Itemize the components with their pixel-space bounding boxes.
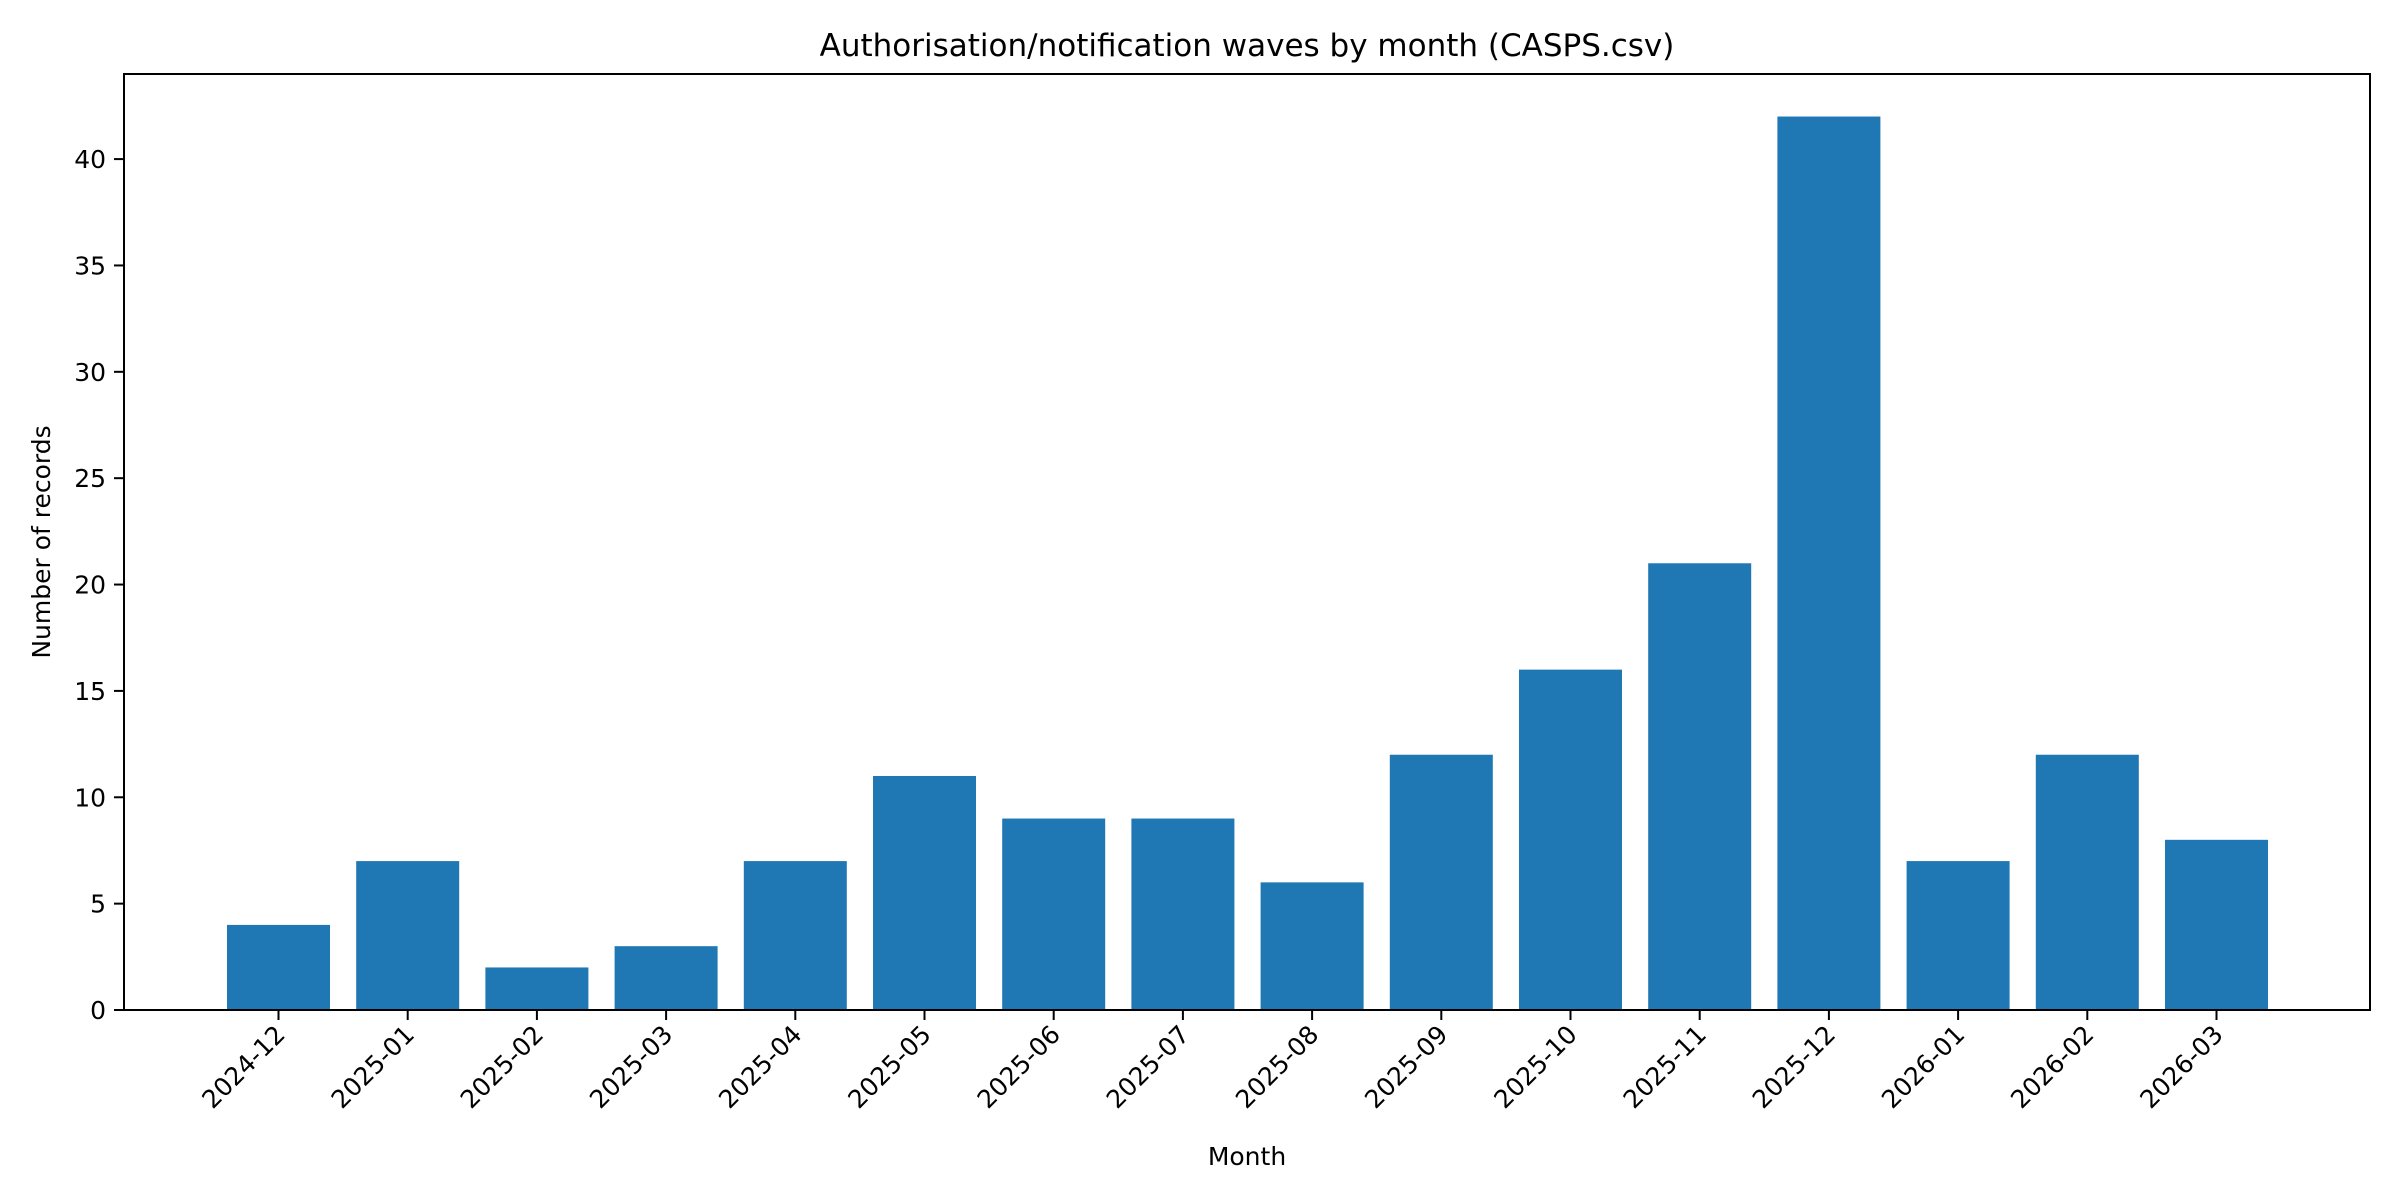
x-tick-label: 2025-01 [326,1020,420,1114]
bar-2025-12 [1777,116,1881,1010]
bar-2025-01 [356,861,460,1010]
y-tick-label: 25 [74,464,106,493]
x-tick-label: 2025-09 [1359,1020,1453,1114]
x-axis: 2024-12 2025-01 2025-02 2025-03 2025-04 2025-… [196,1010,2229,1114]
x-tick-label: 2025-07 [1101,1020,1195,1114]
bar-2025-11 [1648,563,1752,1010]
bar-2025-03 [614,946,718,1010]
y-tick-label: 5 [90,890,106,919]
y-tick-label: 10 [74,783,106,812]
bar-2025-08 [1260,882,1364,1010]
y-tick-label: 15 [74,677,106,706]
bar-2025-02 [485,967,589,1010]
bar-2025-04 [743,861,847,1010]
y-tick-label: 0 [90,996,106,1025]
bar-2025-10 [1519,669,1622,1010]
x-tick-label: 2026-03 [2134,1020,2228,1114]
y-tick-label: 20 [74,571,106,600]
y-axis-label: Number of records [27,425,56,658]
chart-title: Authorisation/notification waves by mont… [820,28,1675,64]
y-tick-label: 35 [74,251,106,280]
x-tick-label: 2025-11 [1618,1020,1712,1114]
bar-2026-03 [2165,839,2268,1010]
x-tick-label: 2025-02 [455,1020,549,1114]
x-tick-label: 2025-06 [972,1020,1066,1114]
x-tick-label: 2025-10 [1488,1020,1582,1114]
x-tick-label: 2025-04 [713,1020,807,1114]
x-tick-label: 2025-03 [584,1020,678,1114]
bar-2025-09 [1389,754,1493,1010]
x-tick-label: 2026-01 [1876,1020,1970,1114]
bar-2025-05 [873,776,976,1010]
y-axis: 0 5 10 15 20 25 30 35 40 [74,145,124,1025]
x-tick-label: 2025-12 [1747,1020,1841,1114]
plot-frame [123,73,2371,1011]
bar-2024-12 [227,924,330,1010]
y-tick-label: 40 [74,145,106,174]
x-tick-label: 2024-12 [196,1020,290,1114]
bar-2026-02 [2035,754,2139,1010]
x-tick-label: 2026-02 [2005,1020,2099,1114]
x-tick-label: 2025-05 [842,1020,936,1114]
bar-2025-06 [1002,818,1106,1010]
x-tick-label: 2025-08 [1230,1020,1324,1114]
y-tick-label: 30 [74,358,106,387]
bars-group [227,116,2268,1010]
bar-2025-07 [1131,818,1235,1010]
bar-2026-01 [1906,861,2010,1010]
x-axis-label: Month [1208,1142,1286,1171]
